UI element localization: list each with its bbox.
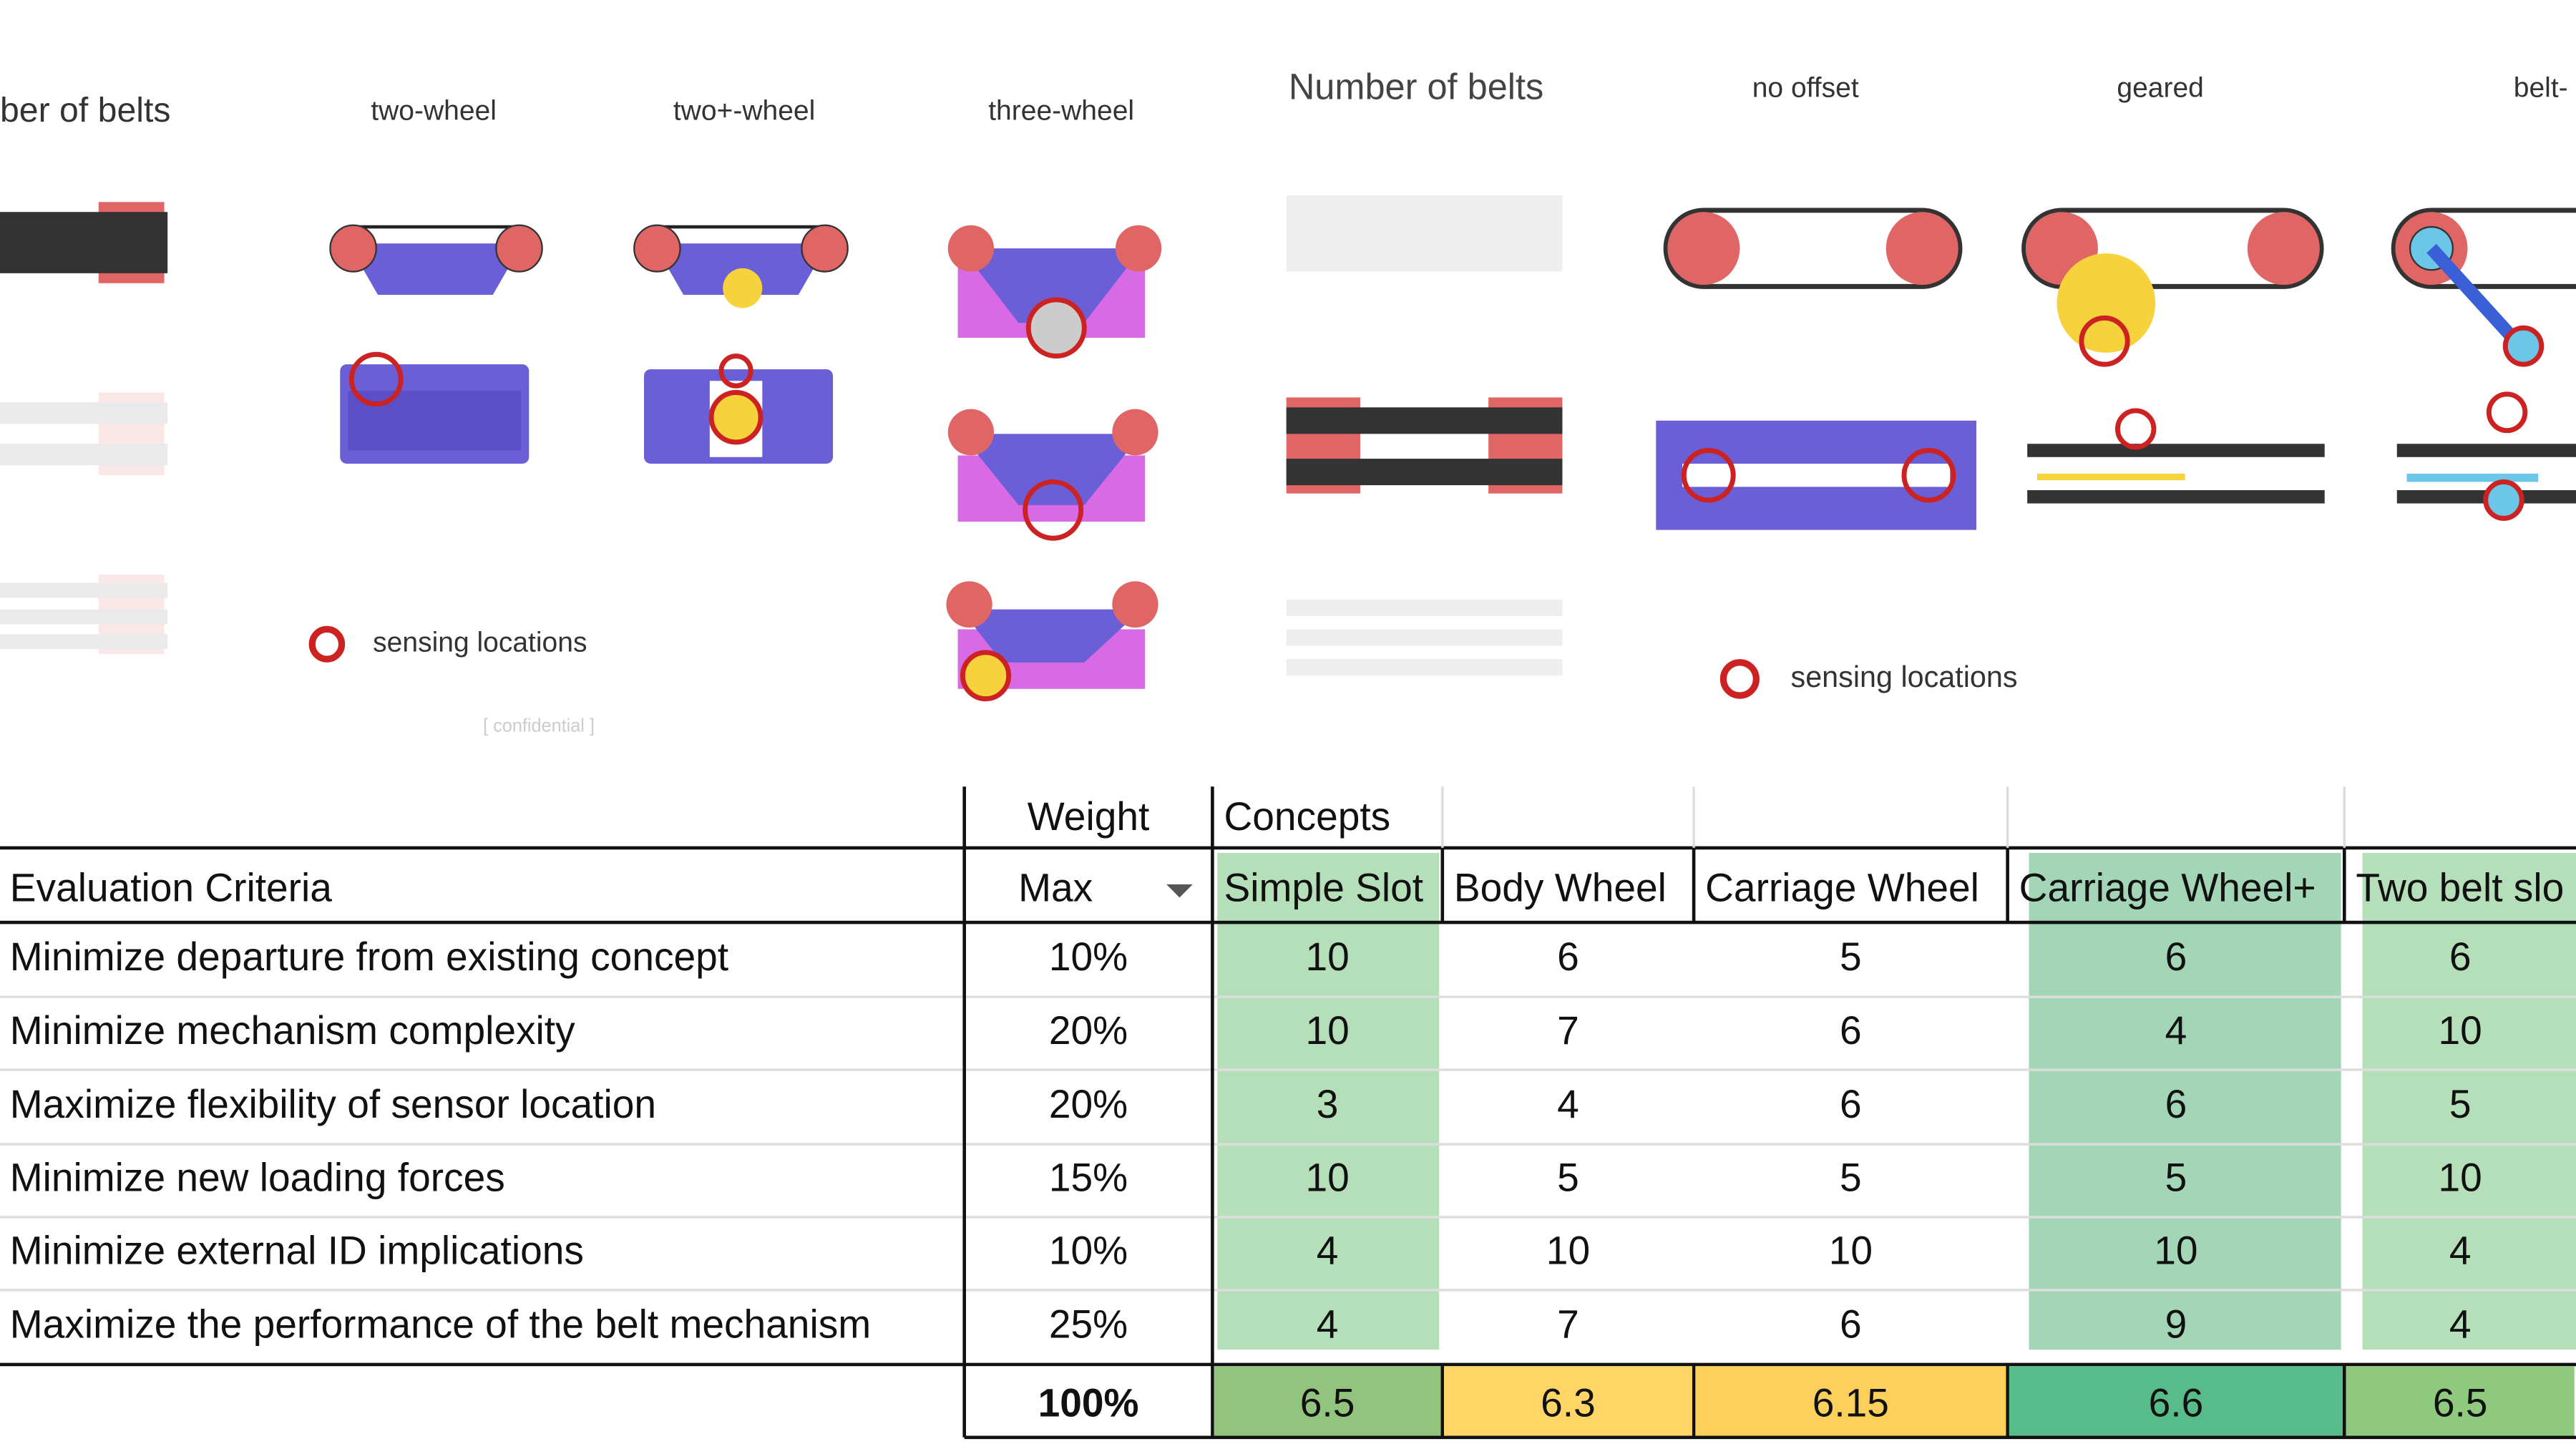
score: 5: [1557, 1156, 1579, 1200]
total: 6.3: [1541, 1380, 1596, 1425]
column-header: Carriage Wheel+: [2019, 866, 2316, 910]
faded-belts: [1286, 599, 1563, 676]
weight: 20%: [1049, 1008, 1128, 1053]
legend-ring: [1719, 659, 1760, 699]
score: 10: [1305, 935, 1349, 979]
panel-heading: Number of belts: [1289, 66, 1543, 107]
score: 9: [2165, 1302, 2187, 1346]
score: 3: [1317, 1082, 1339, 1126]
column-label: belt-: [2514, 72, 2568, 103]
column-label: two-wheel: [371, 96, 497, 127]
score: 5: [2449, 1082, 2472, 1126]
score: 4: [1557, 1082, 1579, 1126]
legend-label: sensing locations: [1791, 660, 2018, 693]
column-header: Body Wheel: [1454, 866, 1667, 910]
column-label: three-wheel: [988, 96, 1134, 127]
weight: 25%: [1049, 1302, 1128, 1346]
two-wheel-diagram: [329, 224, 543, 464]
score: 6: [1840, 1082, 1862, 1126]
total: 6.5: [1300, 1380, 1355, 1425]
two-plus-wheel-diagram: [633, 224, 849, 464]
faded-belt: [1286, 195, 1563, 272]
score: 5: [2165, 1156, 2187, 1200]
column-label: no offset: [1752, 72, 1859, 103]
weight: 20%: [1049, 1082, 1128, 1126]
legend-label: sensing locations: [373, 628, 587, 658]
belt: [0, 212, 168, 273]
score: 4: [2449, 1228, 2472, 1272]
group-header: Concepts: [1224, 794, 1390, 839]
score: 10: [1305, 1156, 1349, 1200]
score: 4: [1317, 1228, 1339, 1272]
score: 10: [2438, 1156, 2482, 1200]
column-label: geared: [2117, 72, 2203, 103]
panel-heading: ber of belts: [0, 91, 170, 130]
score: 6: [1840, 1302, 1862, 1346]
column-label: two+-wheel: [673, 96, 815, 127]
score: 10: [1829, 1228, 1873, 1272]
score: 5: [1840, 935, 1862, 979]
column-header: Evaluation Criteria: [10, 866, 332, 910]
score: 10: [1546, 1228, 1590, 1272]
evaluation-table: Weight Concepts Evaluation Criteria Max Simp…: [0, 786, 2576, 1440]
column-highlight: [2029, 852, 2341, 1350]
geared-diagram: [2021, 208, 2325, 504]
total: 6.5: [2433, 1380, 2488, 1425]
score: 4: [2449, 1302, 2472, 1346]
total-cell: [2346, 1366, 2575, 1436]
column-header: Two belt slo: [2356, 866, 2564, 910]
three-wheel-diagrams: [946, 225, 1162, 702]
column-highlight: [1217, 852, 1440, 1350]
column-header: Max: [1018, 866, 1093, 910]
total: 6.15: [1813, 1380, 1889, 1425]
legend-ring: [308, 625, 346, 663]
total-cell: [966, 1366, 1211, 1436]
criterion: Minimize departure from existing concept: [10, 935, 728, 979]
total-cell: [1214, 1366, 1441, 1436]
total: 100%: [1038, 1380, 1139, 1425]
criterion: Minimize external ID implications: [10, 1228, 584, 1272]
score: 7: [1557, 1302, 1579, 1346]
score: 5: [1840, 1156, 1862, 1200]
right-panel: Number of belts no offset geared belt- s…: [1286, 66, 2576, 699]
score: 4: [1317, 1302, 1339, 1346]
criterion: Minimize new loading forces: [10, 1156, 505, 1200]
score: 6: [2165, 1082, 2187, 1126]
score: 4: [2165, 1008, 2187, 1053]
score: 10: [1305, 1008, 1349, 1053]
weight: 15%: [1049, 1156, 1128, 1200]
score: 6: [1557, 935, 1579, 979]
total: 6.6: [2149, 1380, 2204, 1425]
left-panel: ber of belts two-wheel two+-wheel three-…: [0, 91, 1162, 736]
criterion: Minimize mechanism complexity: [10, 1008, 575, 1053]
criterion: Maximize the performance of the belt mec…: [10, 1302, 871, 1346]
footer-note: [ confidential ]: [483, 716, 595, 736]
belt-plus-diagram: [2391, 208, 2576, 521]
weight: 10%: [1049, 935, 1128, 979]
two-belts: [1286, 397, 1563, 494]
score: 6: [2165, 935, 2187, 979]
total-cell: [1444, 1366, 1692, 1436]
score: 6: [2449, 935, 2472, 979]
faded-belts: [0, 392, 168, 655]
group-header: Weight: [1028, 794, 1149, 839]
filter-dropdown: [1166, 884, 1193, 898]
total-cell: [1695, 1366, 2006, 1436]
column-header: Carriage Wheel: [1705, 866, 1979, 910]
score: 7: [1557, 1008, 1579, 1053]
column-header: Simple Slot: [1224, 866, 1423, 910]
criterion: Maximize flexibility of sensor location: [10, 1082, 656, 1126]
score: 6: [1840, 1008, 1862, 1053]
total-cell: [2009, 1366, 2343, 1436]
score: 10: [2154, 1228, 2197, 1272]
score: 10: [2438, 1008, 2482, 1053]
weight: 10%: [1049, 1228, 1128, 1272]
no-offset-diagram: [1656, 208, 1976, 530]
column-highlight: [2362, 852, 2576, 1350]
